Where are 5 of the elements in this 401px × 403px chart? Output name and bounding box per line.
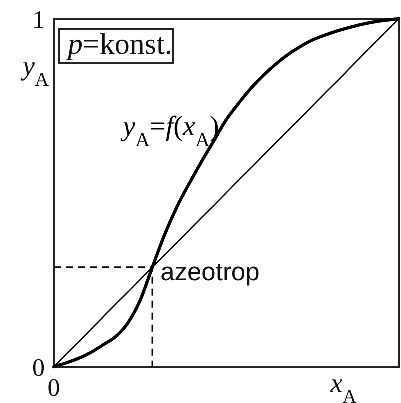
x-axis-title: x$_{A}$ bbox=[330, 368, 357, 403]
annotation: p=konst. bbox=[66, 28, 172, 61]
y-tick-label: 1 bbox=[32, 6, 45, 34]
annotation: azeotrop bbox=[160, 258, 260, 286]
y-axis-title: y$_{A}$ bbox=[20, 51, 49, 90]
